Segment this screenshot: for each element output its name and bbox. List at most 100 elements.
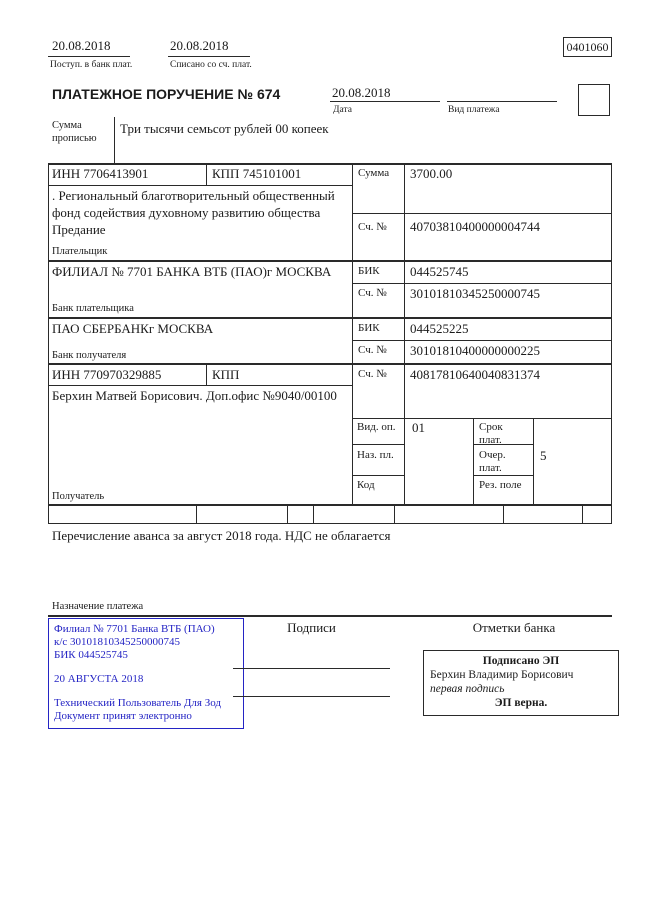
table-border bbox=[48, 523, 612, 524]
beneficiary-bank-bik: 044525225 bbox=[410, 321, 469, 336]
esign-note: первая подпись bbox=[430, 683, 505, 695]
op-type-value: 01 bbox=[412, 420, 425, 435]
beneficiary-account: 40817810640040831374 bbox=[410, 367, 540, 382]
esign-verdict: ЭП верна. bbox=[494, 697, 548, 709]
payer-bank-bik-label: БИК bbox=[358, 265, 380, 277]
payer-inn: ИНН 7706413901 bbox=[52, 166, 149, 181]
inn-kpp-divider bbox=[206, 363, 207, 385]
table-border bbox=[352, 283, 611, 284]
bank-acceptance-stamp: Филиал № 7701 Банка ВТБ (ПАО) к/с 301018… bbox=[48, 618, 244, 729]
beneficiary-bank-account: 30101810400000000225 bbox=[410, 343, 540, 358]
table-border bbox=[48, 615, 612, 617]
beneficiary-section-label: Получатель bbox=[52, 491, 105, 502]
stamp-date: 20 АВГУСТА 2018 bbox=[54, 673, 144, 685]
amount-words-label: Сумма прописью bbox=[52, 120, 97, 144]
debited-date-underline bbox=[168, 56, 250, 57]
received-date: 20.08.2018 bbox=[52, 38, 111, 53]
signature-line-2 bbox=[233, 696, 390, 697]
beneficiary-bank-section-label: Банк получателя bbox=[52, 350, 127, 361]
strip-divider bbox=[196, 504, 197, 523]
debited-date: 20.08.2018 bbox=[170, 38, 229, 53]
table-border bbox=[48, 385, 352, 386]
payer-bank-bik: 044525745 bbox=[410, 264, 469, 279]
beneficiary-name: Берхин Матвей Борисович. Доп.офис №9040/… bbox=[52, 388, 337, 403]
table-border bbox=[611, 163, 612, 523]
table-border bbox=[48, 363, 612, 365]
stamp-user: Технический Пользователь Для Зод bbox=[54, 697, 222, 709]
amount-words-value: Три тысячи семьсот рублей 00 копеек bbox=[120, 121, 329, 136]
debited-date-label: Списано со сч. плат. bbox=[170, 60, 252, 70]
received-date-label: Поступ. в банк плат. bbox=[50, 60, 133, 70]
payer-name: . Региональный благотворительный обществ… bbox=[52, 188, 335, 237]
strip-divider bbox=[503, 504, 504, 523]
op-type-label: Вид. оп. bbox=[357, 421, 396, 433]
payer-account: 40703810400000004744 bbox=[410, 219, 540, 234]
table-border bbox=[473, 475, 533, 476]
stamp-bank-name: Филиал № 7701 Банка ВТБ (ПАО) bbox=[54, 623, 215, 635]
strip-divider bbox=[313, 504, 314, 523]
stamp-accepted-note: Документ принят электронно bbox=[54, 710, 192, 722]
payer-kpp: КПП 745101001 bbox=[212, 166, 302, 181]
beneficiary-bank-bik-label: БИК bbox=[358, 322, 380, 334]
strip-divider bbox=[582, 504, 583, 523]
esign-name: Берхин Владимир Борисович bbox=[430, 669, 574, 681]
table-border bbox=[48, 185, 352, 186]
inn-kpp-divider bbox=[206, 163, 207, 185]
table-border bbox=[352, 475, 404, 476]
payer-bank-account: 30101810345250000745 bbox=[410, 286, 540, 301]
table-border bbox=[48, 317, 612, 319]
reserve-label: Рез. поле bbox=[479, 479, 522, 491]
table-border bbox=[352, 444, 404, 445]
date-label: Дата bbox=[333, 105, 352, 115]
purpose-text: Перечисление аванса за август 2018 года.… bbox=[52, 528, 391, 543]
signature-line-1 bbox=[233, 668, 390, 669]
table-border bbox=[48, 163, 49, 523]
date-underline bbox=[330, 101, 440, 102]
bank-marks-heading: Отметки банка bbox=[472, 620, 556, 635]
beneficiary-inn: ИНН 770970329885 bbox=[52, 367, 162, 382]
table-border bbox=[352, 418, 611, 419]
payment-type-box bbox=[578, 84, 610, 116]
form-code-box: 0401060 bbox=[563, 37, 612, 57]
payment-type-label: Вид платежа bbox=[448, 105, 500, 115]
strip-divider bbox=[394, 504, 395, 523]
table-border bbox=[473, 444, 533, 445]
beneficiary-bank-account-label: Сч. № bbox=[358, 344, 387, 356]
stamp-bik: БИК 044525745 bbox=[54, 649, 128, 661]
document-date: 20.08.2018 bbox=[332, 85, 391, 100]
due-date-label: Срок плат. bbox=[479, 421, 503, 446]
document-title: ПЛАТЕЖНОЕ ПОРУЧЕНИЕ № 674 bbox=[52, 86, 281, 102]
code-label: Код bbox=[357, 479, 375, 491]
table-border bbox=[48, 260, 612, 262]
sum-value: 3700.00 bbox=[410, 166, 453, 181]
table-border bbox=[352, 163, 353, 504]
payer-bank-name: ФИЛИАЛ № 7701 БАНКА ВТБ (ПАО)г МОСКВА bbox=[52, 264, 332, 279]
payer-account-label: Сч. № bbox=[358, 221, 387, 233]
sum-label: Сумма bbox=[358, 167, 390, 179]
table-border bbox=[352, 340, 611, 341]
payer-bank-section-label: Банк плательщика bbox=[52, 303, 134, 314]
strip-divider bbox=[287, 504, 288, 523]
purpose-section-label: Назначение платежа bbox=[52, 601, 144, 612]
table-border bbox=[352, 213, 611, 214]
table-border bbox=[473, 418, 474, 504]
received-date-underline bbox=[48, 56, 130, 57]
electronic-signature-stamp: Подписано ЭП Берхин Владимир Борисович п… bbox=[423, 650, 619, 716]
stamp-corr-account: к/с 30101810345250000745 bbox=[54, 636, 181, 648]
payer-bank-account-label: Сч. № bbox=[358, 287, 387, 299]
table-border bbox=[404, 163, 405, 504]
signatures-heading: Подписи bbox=[287, 620, 336, 635]
table-border bbox=[48, 163, 612, 165]
beneficiary-kpp-label: КПП bbox=[212, 367, 240, 382]
naz-label: Наз. пл. bbox=[357, 449, 394, 461]
order-value: 5 bbox=[540, 448, 547, 463]
order-label: Очер. плат. bbox=[479, 449, 506, 474]
table-border bbox=[533, 418, 534, 504]
table-border bbox=[48, 504, 612, 506]
payer-section-label: Плательщик bbox=[52, 246, 108, 257]
payment-type-underline bbox=[447, 101, 557, 102]
beneficiary-bank-name: ПАО СБЕРБАНКг МОСКВА bbox=[52, 321, 214, 336]
beneficiary-account-label: Сч. № bbox=[358, 368, 387, 380]
esign-title: Подписано ЭП bbox=[482, 655, 560, 667]
